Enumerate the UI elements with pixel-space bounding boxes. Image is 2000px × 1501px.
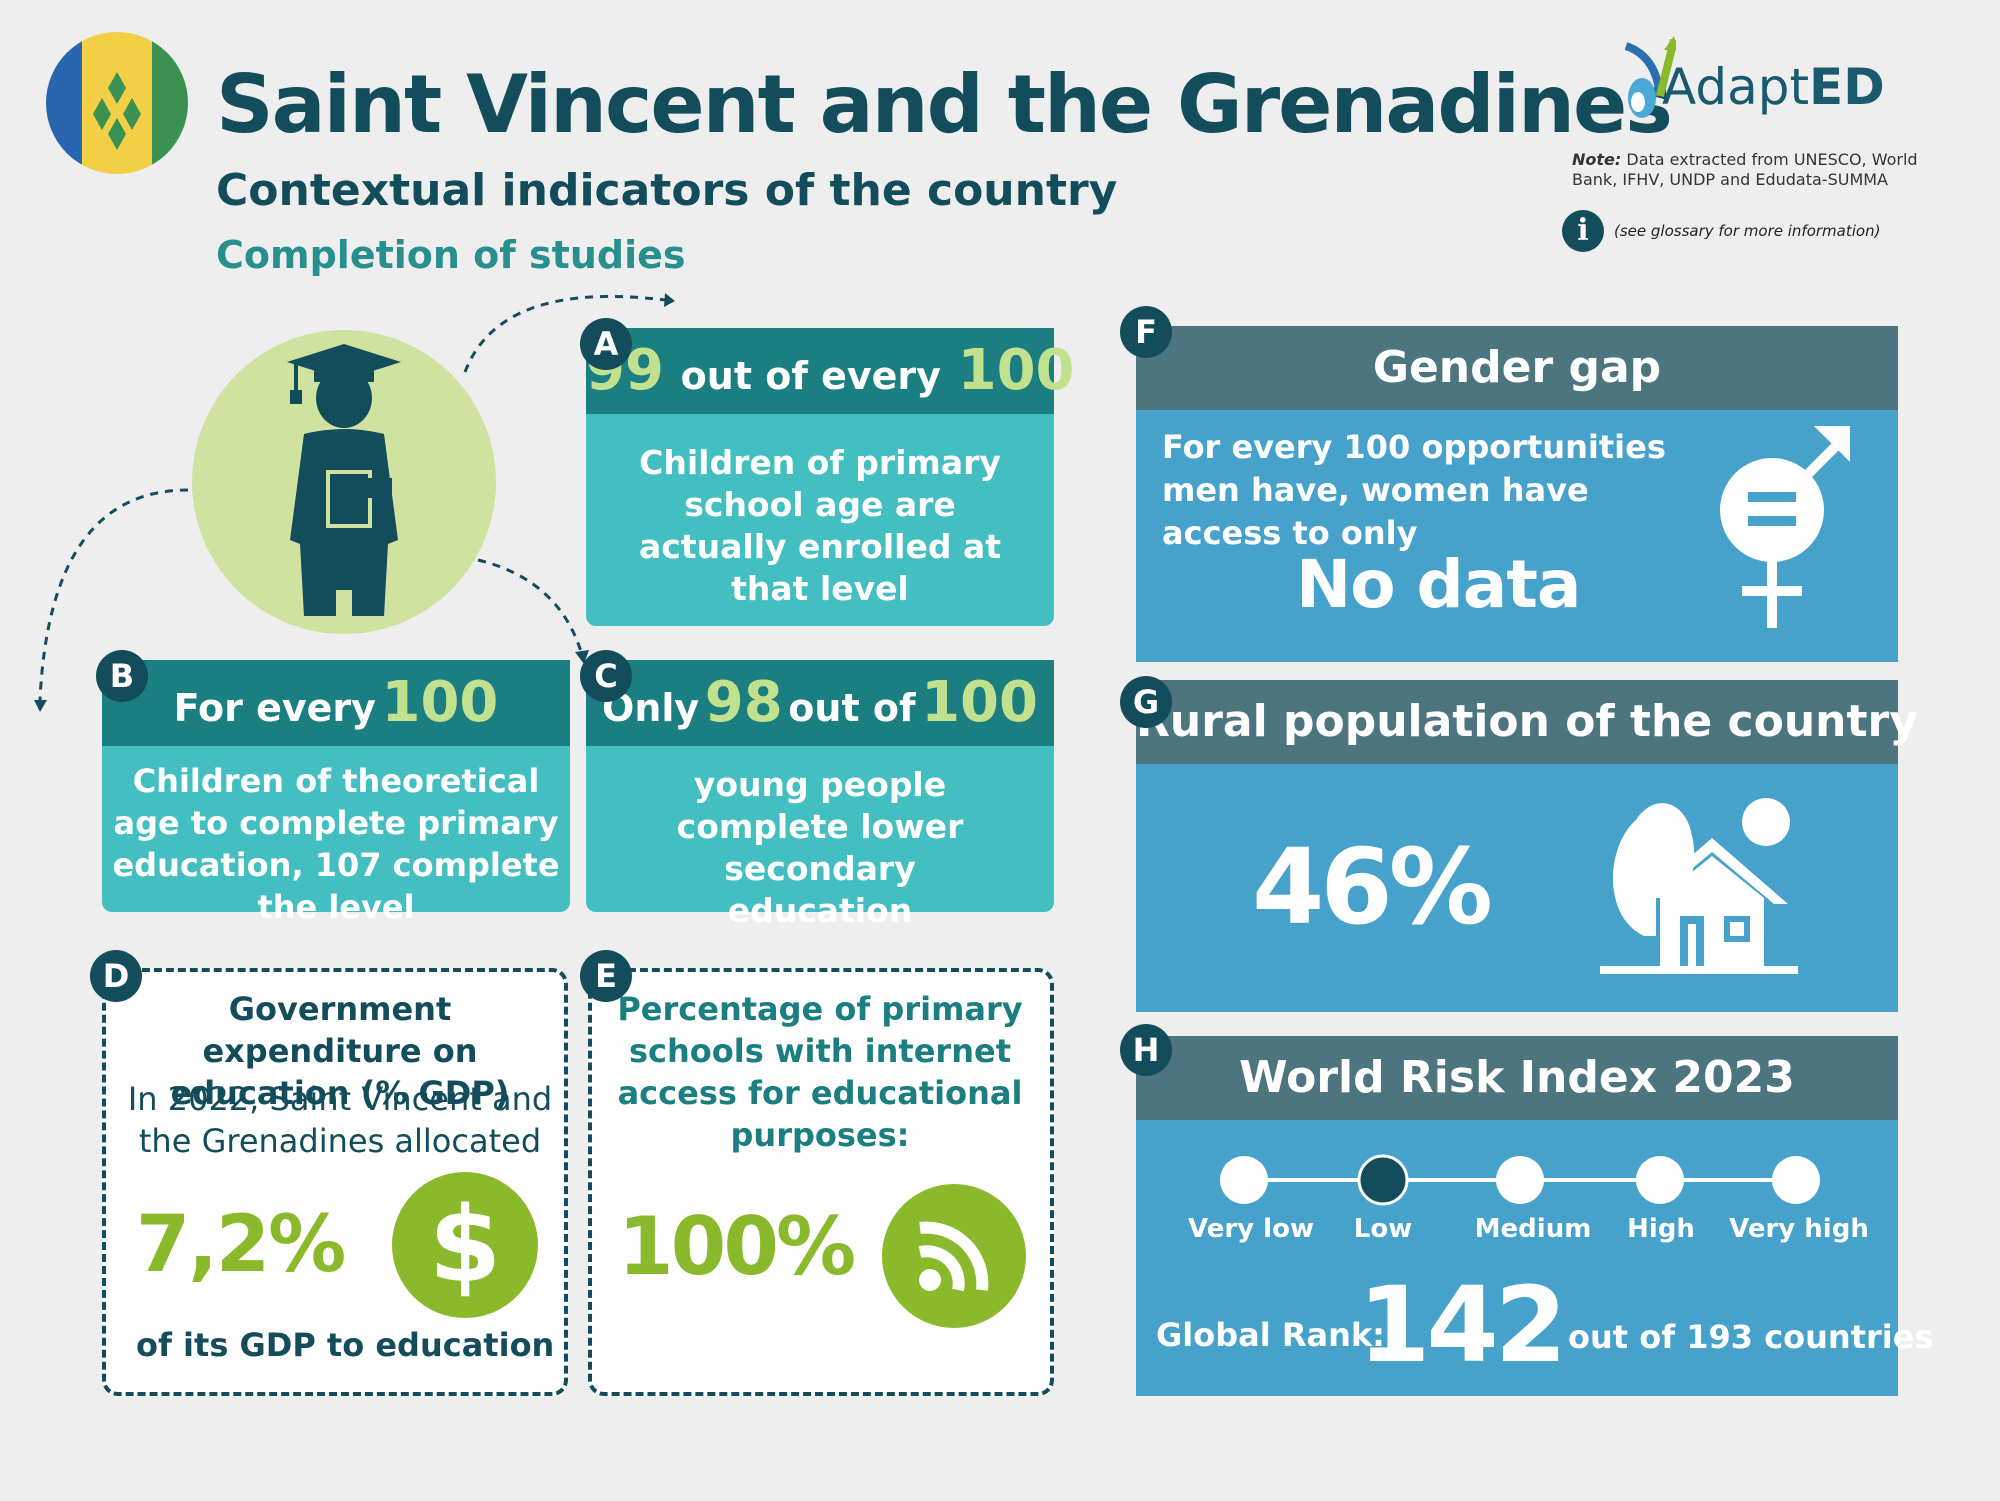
rank-label: Global Rank:	[1156, 1316, 1385, 1354]
risk-label-high: High	[1627, 1214, 1695, 1244]
rank-value: 142	[1358, 1264, 1567, 1386]
card-f-value: No data	[1296, 546, 1581, 623]
card-b-header: For every 100	[102, 660, 570, 746]
badge-a: A	[580, 318, 632, 370]
info-icon[interactable]: i	[1562, 210, 1604, 252]
card-f-text: For every 100 opportunities men have, wo…	[1162, 428, 1666, 552]
rural-house-icon	[1600, 798, 1798, 974]
badge-d: D	[90, 950, 142, 1002]
risk-dot-very-high	[1772, 1156, 1820, 1204]
section-title: Completion of studies	[216, 233, 686, 277]
risk-dot-very-low	[1220, 1156, 1268, 1204]
badge-b: B	[96, 650, 148, 702]
badge-f: F	[1120, 306, 1172, 358]
card-c-total: 100	[921, 670, 1038, 735]
risk-label-very-low: Very low	[1188, 1214, 1314, 1244]
card-e-heading: Percentage of primary schools with inter…	[617, 990, 1023, 1154]
adapted-logo-icon	[1616, 36, 1678, 130]
page-subtitle: Contextual indicators of the country	[216, 165, 1118, 216]
flag-icon	[46, 32, 188, 174]
wifi-icon	[882, 1184, 1026, 1328]
card-e	[588, 968, 1054, 1396]
card-d-heading: Government expenditure on education (% G…	[170, 990, 510, 1112]
flow-arrows	[34, 293, 675, 712]
card-g-header: Rural population of the country	[1136, 680, 1918, 764]
card-b-prefix: For every	[173, 686, 376, 730]
card-b-total: 100	[381, 670, 499, 735]
badge-h: H	[1120, 1024, 1172, 1076]
risk-label-medium: Medium	[1474, 1214, 1592, 1244]
card-h-header: World Risk Index 2023	[1136, 1036, 1898, 1120]
risk-label-very-high: Very high	[1729, 1214, 1869, 1244]
risk-dot-high	[1636, 1156, 1684, 1204]
card-g-value: 46%	[1252, 826, 1493, 948]
page-title: Saint Vincent and the Grenadines	[216, 58, 1673, 151]
card-c-body: young people complete lower secondary ed…	[586, 746, 1054, 930]
graduate-circle	[192, 330, 496, 634]
card-a-body: Children of primary school age are actua…	[586, 414, 1054, 626]
risk-dot-low-selected	[1357, 1154, 1409, 1206]
risk-scale	[1220, 1154, 1820, 1206]
logo-text: AdaptED	[1662, 58, 1885, 116]
card-e-value: 100%	[618, 1200, 856, 1293]
risk-dot-medium	[1496, 1156, 1544, 1204]
badge-e: E	[580, 950, 632, 1002]
card-a-header: 99 out of every 100	[586, 328, 1075, 414]
gender-equality-icon	[1720, 426, 1850, 628]
source-note: Note: Data extracted from UNESCO, World …	[1572, 150, 1918, 189]
card-b-body: Children of theoretical age to complete …	[102, 746, 570, 926]
graduate-icon	[287, 344, 401, 616]
card-a-total: 100	[957, 338, 1075, 403]
badge-c: C	[580, 650, 632, 702]
card-d-footer: of its GDP to education	[136, 1326, 555, 1364]
card-c-value: 98	[704, 670, 783, 735]
risk-label-low: Low	[1353, 1214, 1413, 1244]
glossary-note: (see glossary for more information)	[1614, 222, 1881, 240]
card-c-mid: out of	[788, 686, 916, 730]
dollar-icon: $	[392, 1172, 538, 1318]
card-f-header: Gender gap	[1136, 326, 1898, 410]
rank-suffix: out of 193 countries	[1568, 1318, 1934, 1356]
badge-g: G	[1120, 676, 1172, 728]
card-d-value: 7,2%	[136, 1200, 346, 1290]
card-d-intro: In 2022, Saint Vincent and the Grenadine…	[127, 1080, 553, 1160]
card-a-mid: out of every	[680, 354, 941, 398]
card-c-header: Only 98 out of 100	[586, 660, 1054, 746]
